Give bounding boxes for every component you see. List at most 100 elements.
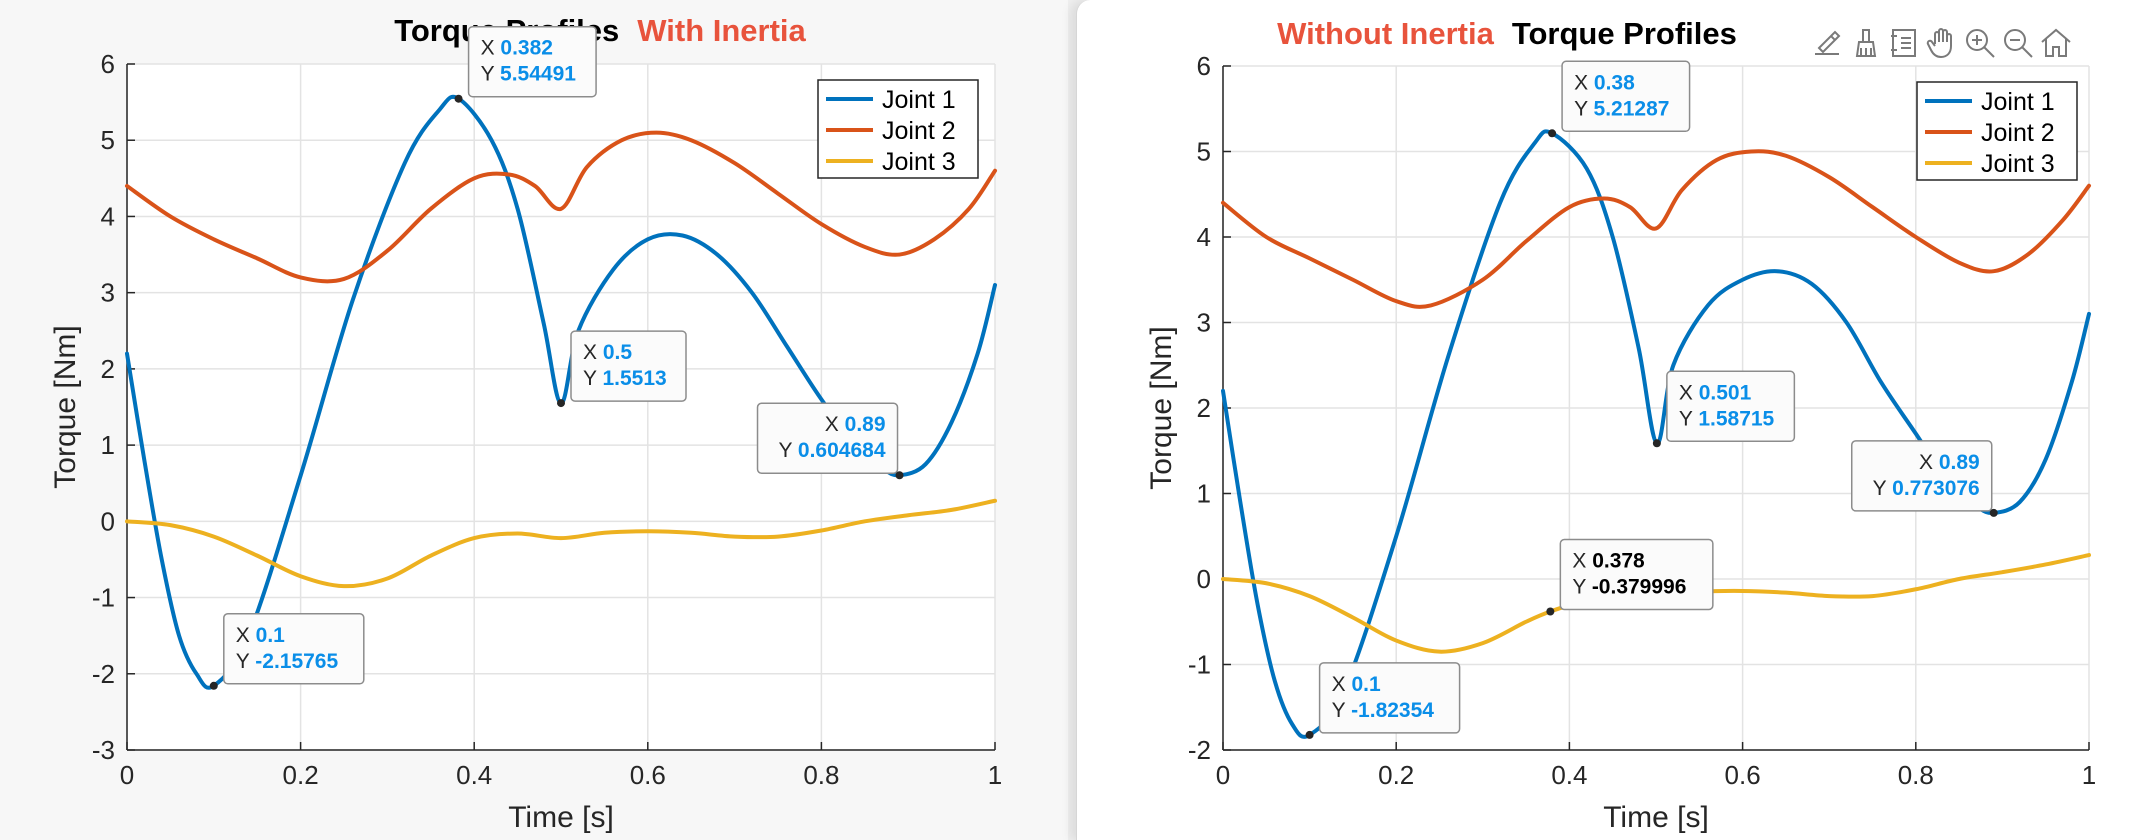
datatip-box (1318, 662, 1461, 734)
datatip-x-value: 0.1 (256, 624, 286, 647)
y-tick-label: -3 (92, 735, 115, 765)
x-tick-label: 0 (1216, 760, 1230, 790)
legend: Joint 1 Joint 2 Joint 3 (817, 79, 979, 179)
datatip-y-key: Y (583, 367, 602, 390)
datatip[interactable]: X 0.38Y 5.21287 (1548, 60, 1691, 138)
export-icon[interactable] (1811, 26, 1845, 60)
datatip[interactable]: X 0.378 Y -0.379996 (1546, 538, 1714, 616)
datatip-y-row: Y 0.773076 (1873, 477, 1980, 500)
legend-entry-label: Joint 1 (1981, 88, 2055, 116)
y-tick-label: 3 (101, 278, 115, 308)
y-tick-label: 3 (1197, 308, 1211, 338)
datatip-y-row: Y -1.82354 (1332, 699, 1435, 722)
datatip-marker[interactable] (1548, 129, 1557, 138)
y-tick-label: 5 (1197, 137, 1211, 167)
datatip-y-value: 0.773076 (1892, 477, 1980, 500)
chart-title-main: Torque Profiles (1512, 16, 1737, 51)
legend-entry-label: Joint 2 (882, 117, 956, 145)
x-tick-label: 0.8 (803, 760, 839, 790)
datatip-y-row: Y -0.379996 (1572, 575, 1686, 598)
y-tick-label: -1 (1188, 650, 1211, 680)
datatip-y-key: Y (1679, 407, 1698, 430)
datatip-y-row: Y 1.58715 (1679, 407, 1775, 430)
datatip-x-key: X (1574, 71, 1594, 94)
series-line-joint-2[interactable] (1221, 149, 2091, 309)
series-line-joint-2[interactable] (125, 130, 997, 284)
datatip-y-value: -2.15765 (255, 650, 338, 673)
legend: Joint 1 Joint 2 Joint 3 (1916, 81, 2078, 181)
y-axis-label: Torque [Nm] (1145, 326, 1178, 489)
datatip[interactable]: X 0.89 Y 0.604684 (756, 402, 904, 480)
zoom-out-icon[interactable] (2001, 26, 2035, 60)
x-tick-label: 0.2 (283, 760, 319, 790)
y-tick-label: 0 (101, 506, 115, 536)
chart-title-accent: With Inertia (637, 13, 806, 48)
datatip-y-key: Y (1574, 97, 1593, 120)
right-chart[interactable]: 0 0.2 0.4 0.6 0.8 1 -2 -1 0 1 2 3 4 5 6 Time [s] Torque … (1077, 0, 2154, 840)
x-tick-label: 0.6 (1725, 760, 1761, 790)
datatip-y-row: Y 1.5513 (583, 367, 667, 390)
home-icon[interactable] (2039, 26, 2073, 60)
datatip-marker[interactable] (1652, 439, 1661, 448)
y-tick-label: 5 (101, 125, 115, 155)
datatip-marker[interactable] (895, 471, 904, 480)
brush-icon[interactable] (1849, 26, 1883, 60)
datatip-x-row: X 0.89 (1919, 451, 1980, 474)
datatip-x-row: X 0.378 (1572, 549, 1645, 572)
datatip-x-key: X (825, 413, 845, 436)
y-tick-label: -1 (92, 583, 115, 613)
datatip-y-value: 1.5513 (602, 367, 666, 390)
left-chart[interactable]: 0 0.2 0.4 0.6 0.8 1 -3 -2 -1 0 1 2 3 4 5 6 Time [s] Torqu… (0, 0, 1068, 840)
y-tick-label: 2 (1197, 393, 1211, 423)
datatip-x-value: 0.89 (1939, 451, 1980, 474)
datatip-x-row: X 0.89 (825, 413, 886, 436)
datatip[interactable]: X 0.5Y 1.5513 (557, 330, 687, 408)
datatip-box (1561, 60, 1691, 133)
datatip[interactable]: X 0.89 Y 0.773076 (1850, 440, 1998, 517)
y-tick-label: 4 (1197, 222, 1211, 252)
x-tick-label: 0.8 (1898, 760, 1934, 790)
datatip-x-value: 0.38 (1594, 71, 1635, 94)
datatip-y-value: 5.54491 (500, 63, 576, 86)
datatip-y-row: Y 0.604684 (778, 439, 885, 462)
datatip-marker[interactable] (1989, 508, 1998, 517)
x-tick-label: 1 (2082, 760, 2096, 790)
datatip-y-value: 5.21287 (1594, 97, 1670, 120)
datatip[interactable]: X 0.1Y -2.15765 (209, 613, 365, 690)
series-line-joint-3[interactable] (125, 498, 997, 589)
chart-title: Without Inertia Torque Profiles (1277, 16, 1737, 51)
datatip-marker[interactable] (454, 94, 463, 103)
y-tick-label: -2 (92, 659, 115, 689)
datatip-y-value: 1.58715 (1698, 407, 1774, 430)
datatip-x-value: 0.382 (500, 37, 553, 60)
datatip-box (570, 330, 687, 402)
datatip-x-row: X 0.501 (1679, 381, 1752, 404)
datatip-x-key: X (1679, 381, 1699, 404)
datatip-box (1666, 370, 1796, 443)
datatip-box (467, 25, 597, 98)
datatip-y-value: -0.379996 (1592, 575, 1687, 598)
datatip-x-key: X (481, 37, 501, 60)
chart-title-accent: Without Inertia (1277, 16, 1494, 51)
datatip-marker[interactable] (1305, 730, 1314, 739)
x-tick-label: 0.4 (456, 760, 492, 790)
datatip-icon[interactable] (1887, 26, 1921, 60)
x-tick-label: 0.4 (1551, 760, 1587, 790)
pan-hand-icon[interactable] (1925, 26, 1959, 60)
datatip[interactable]: X 0.501 Y 1.58715 (1652, 370, 1796, 448)
datatip-marker[interactable] (557, 399, 565, 408)
legend-entry-label: Joint 1 (882, 86, 956, 114)
y-tick-label: 1 (101, 430, 115, 460)
datatip[interactable]: X 0.1Y -1.82354 (1305, 662, 1461, 739)
datatip-x-value: 0.378 (1592, 549, 1645, 572)
datatip-y-key: Y (778, 439, 797, 462)
datatip-x-row: X 0.38 (1574, 71, 1635, 94)
datatip-y-row: Y 5.21287 (1574, 97, 1669, 120)
y-tick-label: 6 (101, 49, 115, 79)
datatip-marker[interactable] (1546, 607, 1555, 616)
zoom-in-icon[interactable] (1963, 26, 1997, 60)
y-tick-label: 0 (1197, 564, 1211, 594)
datatip-marker[interactable] (209, 681, 218, 690)
datatip-y-key: Y (1873, 477, 1892, 500)
